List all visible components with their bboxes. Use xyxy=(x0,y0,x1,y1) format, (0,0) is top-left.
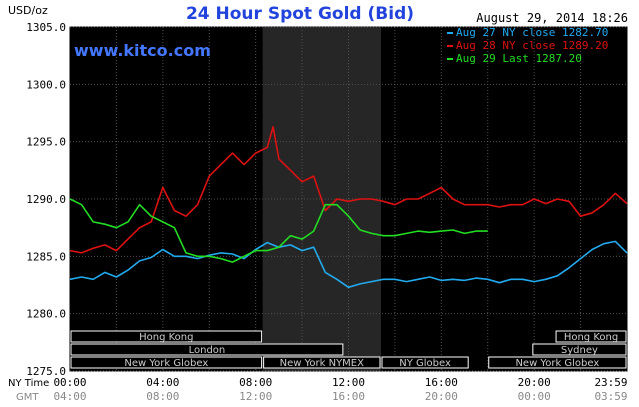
legend-item: Aug 27 NY close 1282.70 xyxy=(447,26,608,39)
session-box xyxy=(555,330,627,343)
session-bar: New York Globex xyxy=(70,356,263,369)
x-axis-row-label-gmt: GMT xyxy=(16,392,39,403)
x-tick-label-ny: 23:59 xyxy=(594,376,627,389)
x-axis-row-label-ny: NY Time xyxy=(8,378,49,389)
session-label: Sydney xyxy=(561,345,598,356)
y-tick-labels: 1305.0 1300.0 1295.0 1290.0 1285.0 1280.0 1275… xyxy=(26,21,66,378)
y-tick-label: 1295.0 xyxy=(26,136,66,149)
grid-lines xyxy=(70,26,627,372)
y-tick-label: 1280.0 xyxy=(26,308,66,321)
x-tick-label-gmt: 20:00 xyxy=(425,390,458,403)
session-label: Hong Kong xyxy=(139,332,193,343)
session-box xyxy=(70,330,263,343)
session-label: New York NYMEX xyxy=(280,358,365,369)
plot-area: Hong Kong London New York Globex New York N… xyxy=(69,26,628,372)
session-bar: Hong Kong xyxy=(70,330,263,343)
series-line-2 xyxy=(69,126,628,254)
session-bar: London xyxy=(70,343,344,356)
legend-label: Aug 28 NY close 1289.20 xyxy=(456,39,608,52)
y-axis-label: USD/oz xyxy=(8,4,48,17)
x-tick-label-ny: 16:00 xyxy=(425,376,458,389)
legend-label: Aug 27 NY close 1282.70 xyxy=(456,26,608,39)
chart-title: 24 Hour Spot Gold (Bid) xyxy=(186,4,414,24)
session-bar: Hong Kong xyxy=(555,330,627,343)
legend-item: Aug 28 NY close 1289.20 xyxy=(447,39,608,52)
x-tick-label-gmt: 08:00 xyxy=(146,390,179,403)
session-bar: New York Globex xyxy=(488,356,627,369)
y-tick-label: 1300.0 xyxy=(26,78,66,91)
chart-timestamp: August 29, 2014 18:26 xyxy=(476,11,628,25)
legend-item: Aug 29 Last 1287.20 xyxy=(447,52,582,65)
session-bar: NY Globex xyxy=(381,356,469,369)
session-box xyxy=(488,356,627,369)
session-box xyxy=(381,356,469,369)
x-tick-label-gmt: 03:59 xyxy=(594,390,627,403)
x-tick-label-ny: 00:00 xyxy=(53,376,86,389)
session-label: London xyxy=(189,345,226,356)
x-tick-label-gmt: 16:00 xyxy=(332,390,365,403)
session-box xyxy=(70,343,344,356)
y-tick-label: 1290.0 xyxy=(26,193,66,206)
session-label: New York Globex xyxy=(515,358,599,369)
session-box xyxy=(70,356,263,369)
session-label: Hong Kong xyxy=(564,332,618,343)
x-tick-label-ny: 20:00 xyxy=(518,376,551,389)
x-tick-label-gmt: 00:00 xyxy=(518,390,551,403)
session-box xyxy=(263,356,381,369)
session-bar: New York NYMEX xyxy=(263,356,381,369)
session-label: New York Globex xyxy=(124,358,208,369)
legend-label: Aug 29 Last 1287.20 xyxy=(456,52,582,65)
session-box xyxy=(532,343,627,356)
watermark: www.kitco.com xyxy=(74,41,211,60)
x-tick-label-gmt: 12:00 xyxy=(239,390,272,403)
series-line-3 xyxy=(69,198,488,263)
series-lines xyxy=(69,126,628,289)
session-label: NY Globex xyxy=(399,358,451,369)
x-tick-label-ny: 04:00 xyxy=(146,376,179,389)
y-tick-label: 1275.0 xyxy=(26,365,66,378)
x-tick-label-gmt: 04:00 xyxy=(53,390,86,403)
x-tick-label-ny: 12:00 xyxy=(332,376,365,389)
y-tick-label: 1305.0 xyxy=(26,21,66,34)
session-bar: Sydney xyxy=(532,343,627,356)
trading-sessions: Hong Kong London New York Globex New York N… xyxy=(70,330,627,369)
y-tick-label: 1285.0 xyxy=(26,250,66,263)
x-tick-labels: 00:0004:0004:0008:0008:0012:0012:0016:00… xyxy=(53,376,627,403)
x-tick-label-ny: 08:00 xyxy=(239,376,272,389)
series-line-1 xyxy=(69,240,628,289)
